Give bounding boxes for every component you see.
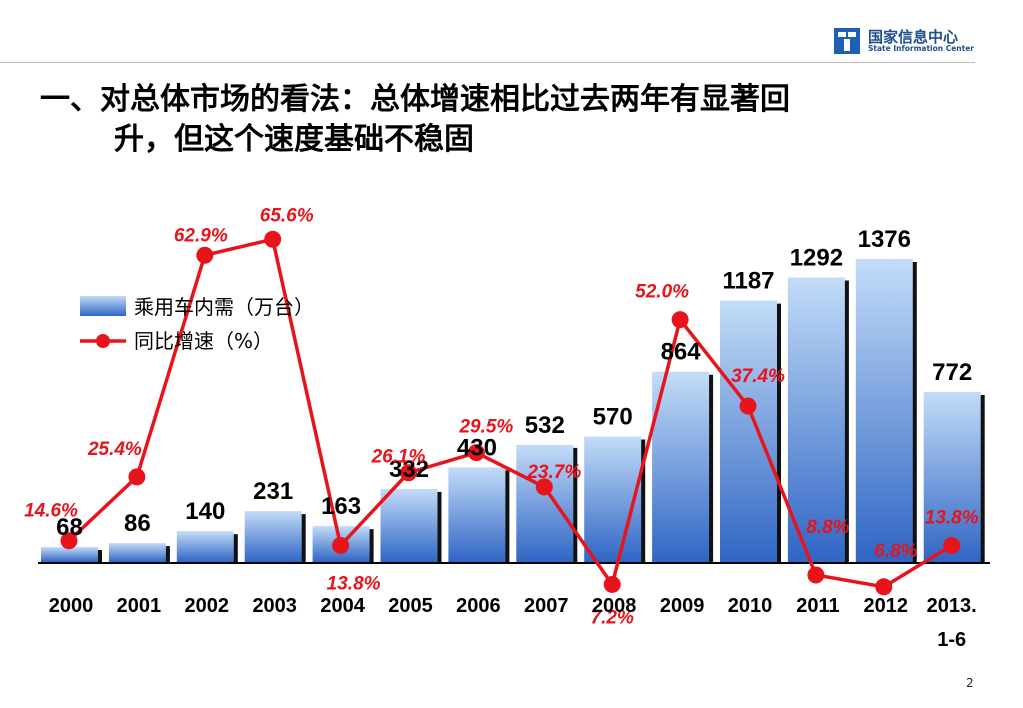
growth-value-label: 52.0% — [635, 282, 689, 303]
growth-value-label: 62.9% — [174, 225, 228, 246]
x-tick-label: 2003 — [252, 595, 297, 617]
x-tick-label: 2004 — [320, 595, 365, 617]
growth-value-label: 65.6% — [260, 205, 314, 226]
growth-point — [332, 536, 350, 554]
growth-point — [603, 575, 621, 593]
growth-point — [875, 578, 893, 596]
legend-bar-swatch — [80, 296, 126, 316]
growth-point — [128, 468, 146, 486]
title-line-2: 升，但这个速度基础不稳固 — [114, 122, 474, 157]
slide-title: 一、对总体市场的看法：总体增速相比过去两年有显著回 升，但这个速度基础不稳固 — [40, 80, 980, 160]
bar-value-label: 1376 — [858, 226, 911, 253]
bar-value-label: 332 — [389, 456, 429, 483]
legend-bar-label: 乘用车内需（万台） — [134, 295, 314, 319]
bar-value-label: 163 — [321, 493, 361, 520]
x-tick-label: 2009 — [660, 595, 705, 617]
page-number: 2 — [966, 676, 974, 690]
bar-value-label: 772 — [932, 359, 972, 386]
bar — [108, 543, 166, 562]
bar-value-label: 1292 — [790, 244, 843, 271]
legend-line-label: 同比增速（%） — [134, 329, 273, 353]
bar — [41, 547, 98, 562]
growth-point — [467, 444, 485, 462]
x-tick-label: 2000 — [49, 595, 94, 617]
growth-value-label: 13.8% — [327, 573, 381, 594]
bar — [380, 488, 438, 562]
bar-value-label: 430 — [457, 434, 497, 461]
growth-value-label: 7.2% — [591, 607, 634, 628]
x-tick-label: 1-6 — [937, 629, 966, 651]
bar — [244, 511, 302, 562]
bar-value-label: 68 — [56, 514, 83, 541]
growth-point — [196, 246, 214, 264]
growth-point — [535, 478, 553, 496]
growth-point — [807, 566, 825, 584]
bar — [923, 392, 981, 562]
x-tick-label: 2007 — [524, 595, 569, 617]
x-tick-label: 2001 — [117, 595, 162, 617]
growth-value-label: 37.4% — [731, 366, 785, 387]
legend-line-marker — [96, 334, 110, 348]
x-tick-label: 2002 — [185, 595, 230, 617]
bar-value-label: 140 — [185, 498, 225, 525]
growth-value-label: 8.8% — [806, 517, 849, 538]
growth-line — [67, 237, 953, 589]
bar-value-label: 231 — [253, 478, 293, 505]
growth-value-label: 26.1% — [371, 447, 426, 468]
bar-value-label: 532 — [525, 412, 565, 439]
bar — [584, 436, 642, 562]
growth-point — [943, 536, 961, 554]
bar — [652, 371, 710, 562]
growth-point — [60, 532, 78, 550]
bar — [516, 444, 574, 562]
bar — [787, 277, 845, 562]
growth-point — [400, 464, 417, 482]
x-tick-label: 2010 — [728, 595, 773, 617]
x-tick-label: 2013. — [927, 595, 977, 617]
x-tick-label: 2005 — [388, 595, 433, 617]
growth-value-label: 14.6% — [24, 501, 78, 522]
logo-text-cn: 国家信息中心 — [868, 28, 959, 46]
growth-value-label: 25.4% — [87, 439, 142, 460]
bar — [176, 531, 234, 562]
growth-point — [264, 230, 282, 248]
growth-point — [671, 311, 689, 329]
growth-point — [739, 397, 757, 415]
title-line-1: 一、对总体市场的看法：总体增速相比过去两年有显著回 — [40, 82, 790, 117]
x-tick-label: 2008 — [592, 595, 637, 617]
growth-value-label: 29.5% — [458, 417, 513, 438]
growth-value-label: 23.7% — [526, 462, 581, 483]
bar — [720, 300, 777, 562]
growth-value-label: 6.8% — [874, 541, 917, 562]
state-info-center-logo: 国家信息中心 State Information Center — [834, 26, 994, 58]
bar — [448, 467, 506, 562]
bar-value-label: 1187 — [722, 268, 774, 295]
header-divider — [0, 62, 975, 63]
logo-text-en: State Information Center — [868, 44, 975, 53]
logo-icon — [834, 28, 860, 54]
bar — [855, 259, 913, 562]
bar-value-label: 864 — [661, 339, 702, 366]
growth-value-label: 13.8% — [925, 507, 979, 528]
x-tick-label: 2011 — [796, 595, 839, 617]
x-tick-label: 2012 — [864, 595, 909, 617]
bar-value-label: 86 — [124, 510, 151, 537]
x-tick-label: 2006 — [456, 595, 501, 617]
bar-value-label: 570 — [593, 403, 633, 430]
